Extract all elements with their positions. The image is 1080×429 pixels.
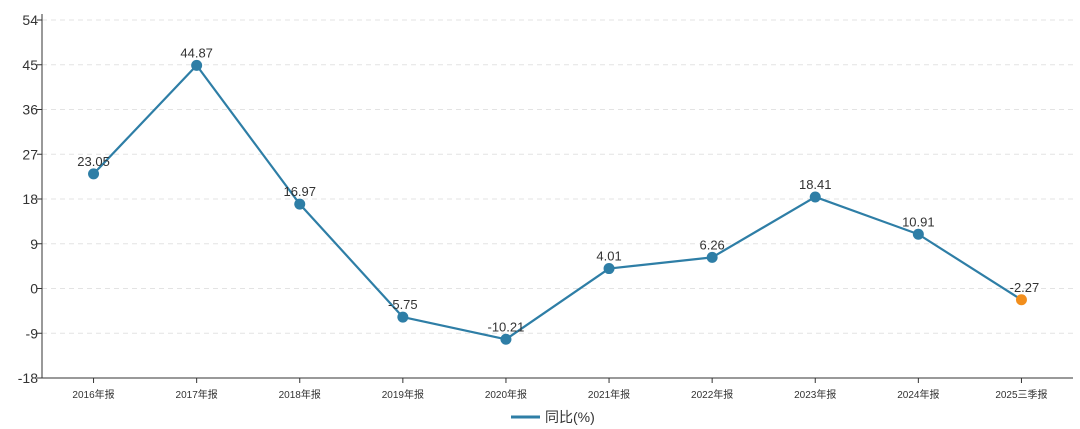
data-label: -5.75: [388, 297, 418, 312]
data-label: 6.26: [699, 237, 724, 252]
axes: [37, 14, 1073, 383]
legend[interactable]: 同比(%): [511, 409, 595, 425]
x-tick-label: 2016年报: [72, 388, 114, 401]
y-axis-tick-labels: 54 45 36 27 18 9 0 -9 -18: [18, 12, 38, 386]
data-point[interactable]: [809, 191, 821, 203]
y-tick-label: 9: [30, 236, 38, 252]
data-label: 44.87: [180, 45, 213, 60]
data-point[interactable]: [500, 333, 512, 345]
data-label: 18.41: [799, 177, 832, 192]
legend-label: 同比(%): [545, 409, 595, 425]
y-tick-label: -18: [18, 370, 38, 386]
x-tick-label: 2018年报: [279, 388, 321, 401]
x-tick-label: 2021年报: [588, 388, 630, 401]
data-points: [88, 59, 1027, 345]
data-point[interactable]: [88, 168, 100, 180]
y-tick-label: 45: [22, 57, 38, 73]
y-tick-label: 36: [22, 102, 38, 118]
x-tick-label: 2019年报: [382, 388, 424, 401]
data-labels: 23.05 44.87 16.97 -5.75 -10.21 4.01 6.26 18.41 1…: [77, 45, 1039, 334]
x-tick-label: 2025三季报: [995, 388, 1047, 401]
data-label: 4.01: [596, 249, 621, 264]
x-tick-label: 2024年报: [897, 388, 939, 401]
data-label: 16.97: [283, 184, 316, 199]
data-label: 23.05: [77, 154, 110, 169]
y-tick-label: 0: [30, 281, 38, 297]
grid-lines: [42, 19, 1073, 334]
y-tick-label: 54: [22, 12, 38, 28]
y-tick-label: -9: [26, 325, 39, 341]
x-tick-label: 2023年报: [794, 388, 836, 401]
x-tick-label: 2017年报: [176, 388, 218, 401]
data-label: 10.91: [902, 214, 935, 229]
data-point[interactable]: [191, 59, 203, 71]
data-point[interactable]: [294, 198, 306, 210]
x-axis-tick-labels: 2016年报 2017年报 2018年报 2019年报 2020年报 2021年报 2022…: [72, 388, 1047, 401]
data-point[interactable]: [603, 263, 615, 275]
y-tick-label: 18: [22, 191, 38, 207]
data-point[interactable]: [912, 228, 924, 240]
x-tick-label: 2020年报: [485, 388, 527, 401]
data-label: -2.27: [1010, 280, 1040, 295]
series-line: [92, 64, 1023, 341]
x-tick-label: 2022年报: [691, 388, 733, 401]
data-point[interactable]: [397, 311, 409, 323]
series-line-layer: [92, 64, 1023, 341]
data-label: -10.21: [488, 319, 525, 334]
data-point[interactable]: [706, 251, 718, 263]
y-tick-label: 27: [22, 146, 38, 162]
data-point[interactable]: [1015, 294, 1027, 306]
